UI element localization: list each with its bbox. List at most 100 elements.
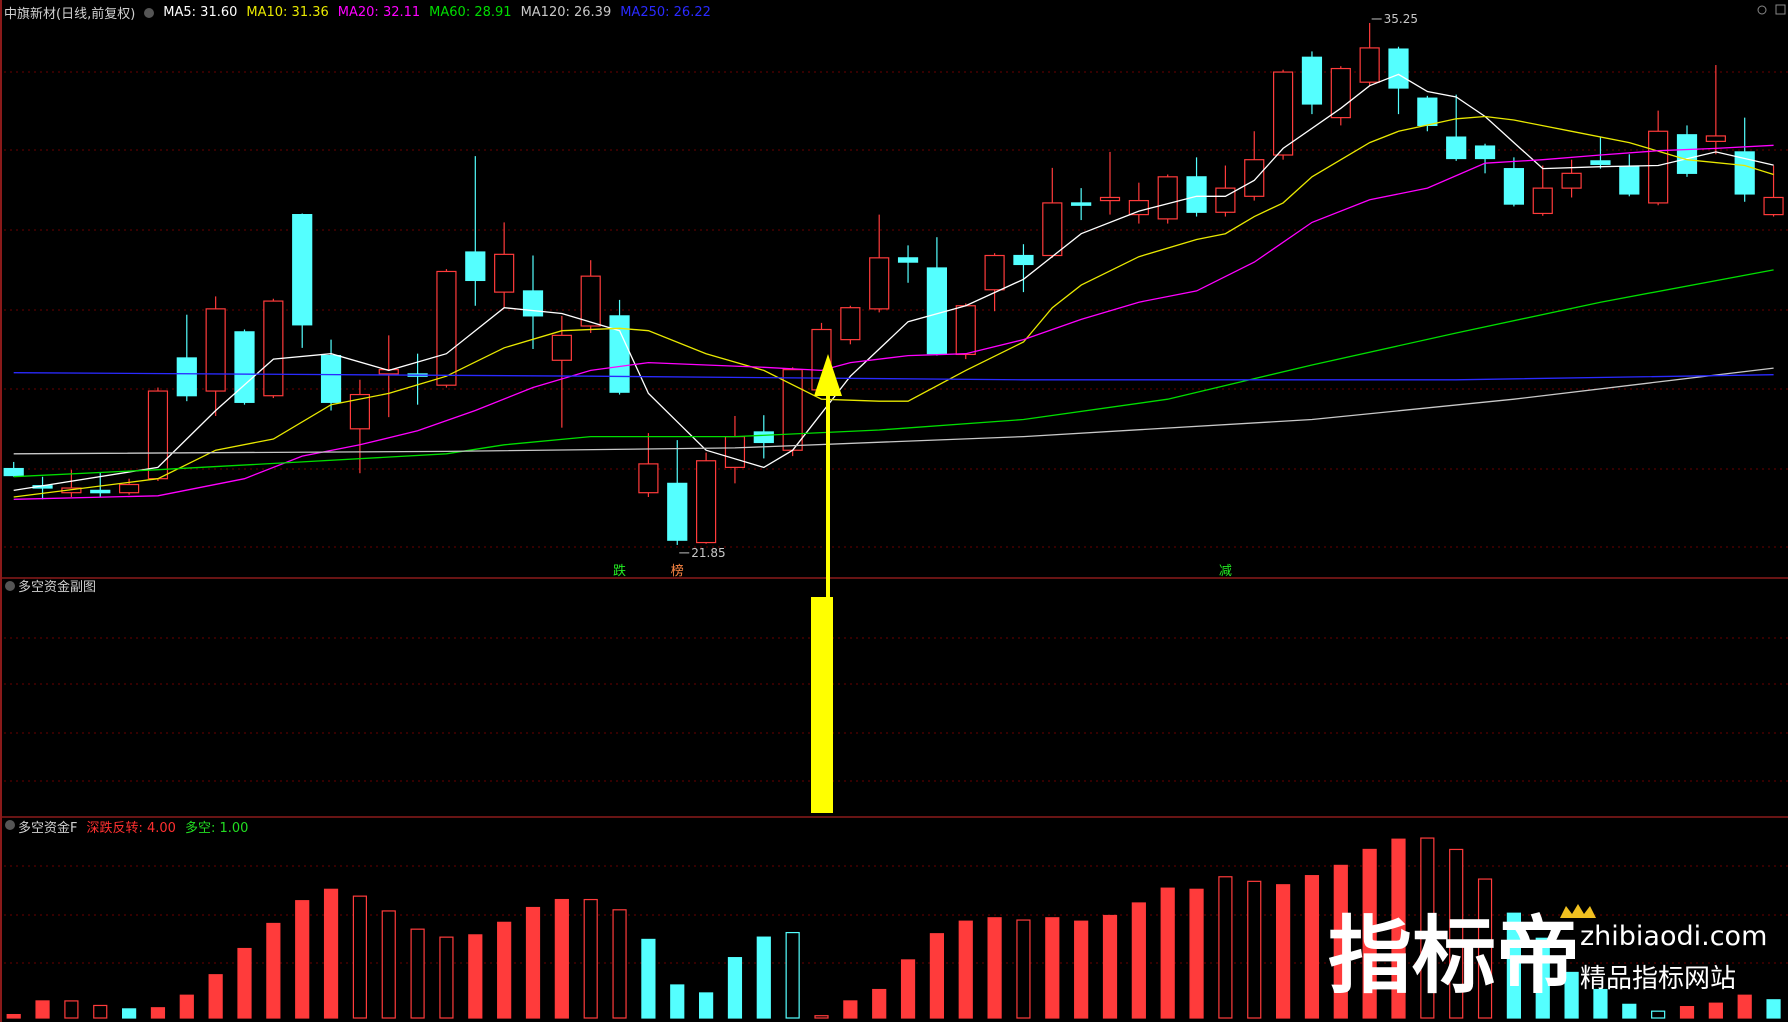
candle-body — [753, 431, 774, 444]
histogram-bar — [1160, 887, 1175, 1019]
candle-body — [263, 300, 284, 397]
candle-body — [3, 467, 24, 477]
ma-line — [13, 269, 1774, 478]
histogram-bar — [1622, 1003, 1637, 1019]
legend-entry: MA10: 31.36 — [246, 5, 329, 20]
signal-label: 减 — [1219, 564, 1232, 579]
ma-line — [13, 367, 1774, 455]
ma-line — [13, 144, 1774, 500]
subpanel-title: 多空资金副图 — [18, 579, 96, 595]
histogram-bar — [237, 947, 252, 1019]
candle-body — [1532, 187, 1553, 215]
histogram-bar — [1708, 1002, 1723, 1019]
candle-body — [1215, 187, 1236, 213]
histogram-bar — [1362, 848, 1377, 1019]
legend-entry: MA5: 31.60 — [163, 5, 238, 20]
histogram-bar — [266, 922, 281, 1019]
candle-body — [494, 253, 515, 293]
candle-body — [1359, 47, 1380, 83]
header-toggle[interactable] — [144, 7, 155, 18]
histogram-bar — [929, 933, 945, 1019]
histogram-bar — [1102, 914, 1118, 1019]
candle-body — [1186, 176, 1207, 213]
candle-body — [1705, 135, 1726, 142]
candle-body — [205, 308, 226, 392]
candle-body — [1330, 67, 1351, 119]
histogram-bar — [1679, 1006, 1695, 1019]
histogram-bar — [1189, 888, 1204, 1019]
candle-body — [926, 267, 948, 355]
histogram-bar — [1420, 837, 1435, 1019]
histogram-bar — [785, 931, 800, 1019]
candle-body — [147, 390, 169, 480]
bottom-header: 多空资金F 深跌反转: 4.00 多空: 1.00 — [4, 817, 248, 836]
candle-body — [436, 270, 457, 386]
histogram-bar — [1304, 875, 1320, 1019]
crown-icon — [1560, 904, 1596, 918]
histogram-bar — [670, 984, 685, 1019]
highlight-arrowhead — [814, 354, 842, 396]
histogram-bar — [208, 974, 223, 1019]
histogram-bar — [554, 898, 569, 1019]
histogram-bar — [1218, 876, 1233, 1019]
panel-toggle[interactable] — [5, 581, 15, 591]
histogram-bar — [900, 959, 916, 1019]
candle-body — [1763, 196, 1784, 216]
candle-body — [1244, 159, 1265, 197]
histogram-bar — [1564, 971, 1579, 1019]
histogram-bar — [179, 994, 194, 1019]
histogram-bar — [1737, 994, 1752, 1019]
candle-body — [955, 305, 976, 356]
candle-body — [320, 355, 342, 403]
histogram-bar — [352, 895, 367, 1019]
histogram-bar — [64, 1000, 79, 1019]
candle-body — [1157, 176, 1178, 220]
histogram-bar — [1045, 917, 1060, 1019]
candle-body — [465, 251, 486, 282]
histogram-bar — [1391, 838, 1406, 1019]
candle-body — [378, 369, 399, 375]
indicator-value: 深跌反转: 4.00 — [86, 821, 176, 836]
candle-body — [118, 483, 140, 494]
candle-body — [897, 257, 919, 263]
histogram-bar — [525, 906, 541, 1019]
histogram-bar — [958, 920, 973, 1019]
panel-guides — [4, 71, 1788, 964]
histogram-bar — [698, 992, 714, 1019]
histogram-bar — [727, 957, 743, 1019]
watermark-brand: 指标帝 — [1328, 907, 1580, 1005]
candle-body — [1474, 145, 1496, 160]
candle-body — [1619, 166, 1640, 195]
panel-toggle[interactable] — [5, 820, 15, 830]
main-header: 中旗新材(日线,前复权) MA5: 31.60 MA10: 31.36 MA20: … — [4, 3, 711, 22]
chart-title: 多空资金F — [18, 821, 78, 836]
legend: MA5: 31.60 MA10: 31.36 MA20: 32.11 MA60: 28… — [163, 5, 711, 20]
histogram-bar — [583, 898, 598, 1019]
candle-body — [1013, 254, 1034, 266]
histogram-bar — [756, 936, 771, 1019]
watermark-site: zhibiaodi.com — [1580, 921, 1767, 952]
window-icon[interactable] — [1775, 4, 1786, 15]
histogram-bar — [1247, 880, 1262, 1019]
candle-body — [551, 334, 572, 361]
candle-body — [609, 315, 630, 393]
candle-body — [1734, 151, 1755, 195]
window-icon[interactable] — [1757, 5, 1767, 15]
candle-body — [1561, 172, 1582, 189]
annotation-label: 35.25 — [1384, 12, 1418, 26]
histogram-bar — [1477, 878, 1493, 1019]
histogram-bar — [121, 1008, 137, 1019]
candle-body — [667, 482, 688, 541]
histogram-bar — [381, 910, 396, 1019]
candle-body — [1128, 199, 1149, 216]
histogram-bar — [6, 1013, 21, 1019]
signal-label: 跌 — [613, 563, 626, 579]
histogram-bar — [987, 917, 1002, 1019]
histogram-bar — [1131, 902, 1146, 1019]
candle-body — [1446, 136, 1467, 160]
candle-body — [1099, 196, 1121, 202]
histogram-bar — [93, 1004, 108, 1019]
candle-body — [638, 463, 659, 494]
